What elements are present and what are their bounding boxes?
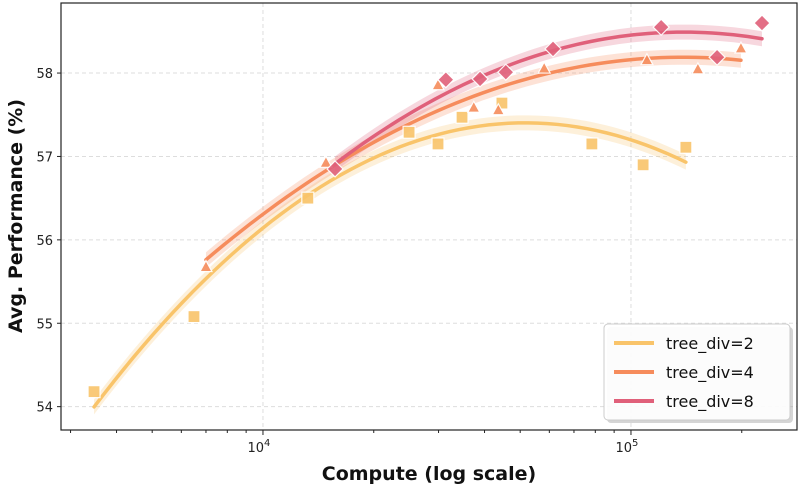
y-tick-label: 58 (36, 67, 53, 82)
legend-label: tree_div=8 (666, 392, 754, 412)
x-axis-label: Compute (log scale) (322, 463, 536, 485)
confidence-bands (94, 24, 762, 415)
x-tick-label: 105 (616, 438, 639, 456)
data-point (326, 160, 344, 178)
data-point (187, 309, 201, 324)
data-points (87, 14, 771, 399)
data-point (87, 385, 101, 399)
plot-frame (60, 2, 798, 431)
data-point (431, 77, 446, 91)
data-point (455, 110, 469, 124)
grid (61, 3, 797, 430)
y-axis-label: Avg. Performance (%) (5, 99, 27, 333)
legend-label: tree_div=4 (666, 363, 754, 383)
x-tick-label: 104 (248, 438, 271, 456)
data-point (466, 99, 481, 113)
fit-line (92, 121, 688, 409)
data-point (679, 140, 693, 154)
data-point (544, 40, 562, 58)
data-point (431, 137, 445, 151)
data-point (471, 70, 489, 88)
legend-label: tree_div=2 (666, 334, 754, 354)
data-point (496, 63, 515, 82)
data-point (436, 70, 455, 89)
data-point (198, 259, 213, 273)
data-point (402, 125, 416, 139)
data-point (301, 191, 315, 205)
data-point (639, 52, 654, 66)
confidence-band (335, 24, 762, 172)
confidence-band (205, 49, 741, 268)
data-point (690, 61, 705, 75)
data-point (652, 18, 671, 37)
y-tick-label: 54 (36, 401, 53, 416)
y-tick-label: 57 (36, 150, 53, 165)
axis-ticks: 54 55 56 57 58 104 105 (36, 67, 743, 456)
data-point (708, 48, 726, 67)
data-point (318, 155, 333, 168)
data-point (636, 158, 650, 172)
legend: tree_div=2 tree_div=4 tree_div=8 (603, 323, 793, 423)
data-point (537, 60, 552, 74)
y-tick-label: 56 (36, 234, 53, 249)
data-point (491, 102, 506, 116)
y-tick-label: 55 (36, 317, 53, 332)
data-point (753, 14, 771, 32)
data-point (585, 137, 599, 151)
confidence-band (94, 115, 686, 415)
fit-line (204, 55, 743, 262)
data-point (733, 40, 748, 54)
